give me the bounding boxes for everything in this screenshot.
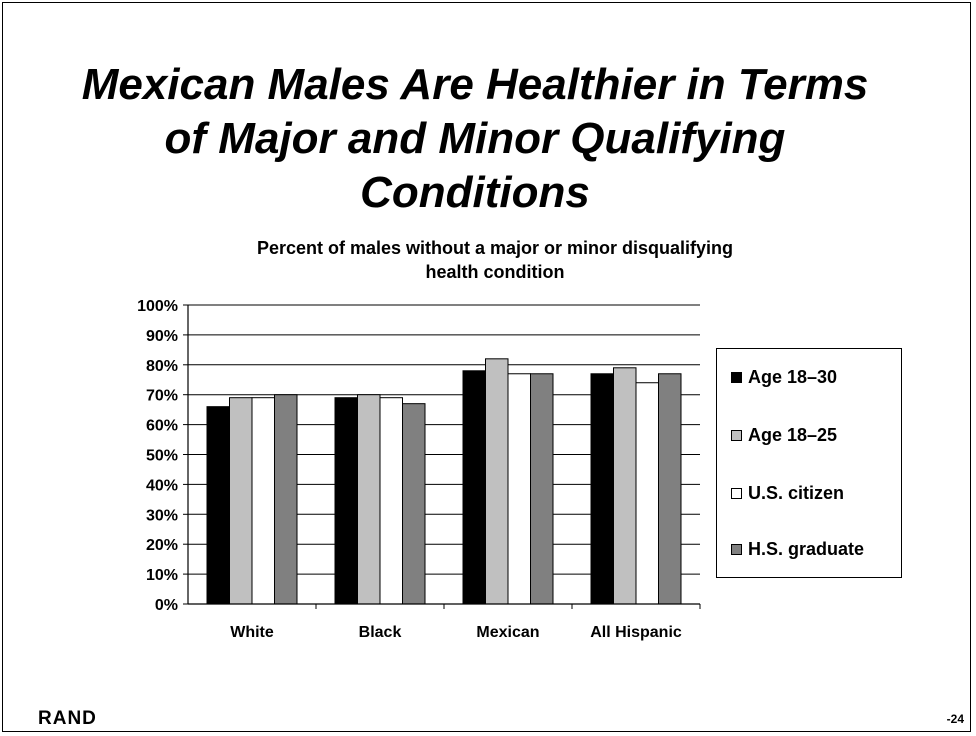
y-tick-label: 80% xyxy=(146,358,178,375)
bar xyxy=(507,373,531,605)
y-tick-label: 0% xyxy=(155,597,178,614)
bar xyxy=(530,373,554,605)
bar xyxy=(251,397,275,605)
bar xyxy=(206,406,230,605)
legend-label: Age 18–30 xyxy=(748,367,838,387)
axes xyxy=(183,304,701,609)
y-tick-label: 60% xyxy=(146,418,178,435)
y-tick-label: 70% xyxy=(146,388,178,405)
legend-swatch xyxy=(731,544,742,555)
legend: Age 18–30 Age 18–25 U.S. citizen H.S. gr… xyxy=(716,348,902,578)
bar xyxy=(485,358,509,605)
bar xyxy=(590,373,614,605)
y-tick-label: 30% xyxy=(146,507,178,524)
y-tick-label: 40% xyxy=(146,477,178,494)
bar xyxy=(402,403,426,605)
bar xyxy=(334,397,358,605)
bar xyxy=(229,397,253,605)
bar xyxy=(635,382,659,605)
legend-swatch xyxy=(731,488,742,499)
bar xyxy=(462,370,486,605)
x-tick-label: White xyxy=(230,624,274,641)
y-tick-label: 20% xyxy=(146,537,178,554)
legend-label: U.S. citizen xyxy=(748,483,845,503)
slide-title: Mexican Males Are Healthier in Terms of … xyxy=(81,60,869,217)
rand-logo: RAND xyxy=(38,708,97,729)
chart-title: Percent of males without a major or mino… xyxy=(256,238,734,282)
x-tick-label: Mexican xyxy=(476,624,539,641)
x-tick-label: Black xyxy=(359,624,402,641)
bars xyxy=(206,358,682,605)
legend-label: H.S. graduate xyxy=(748,539,865,559)
y-tick-labels: 0% 10% 20% 30% 40% 50% 60% 70% 80% 90% 100% xyxy=(137,298,178,614)
y-tick-label: 10% xyxy=(146,567,178,584)
legend-item-age-18-25: Age 18–25 xyxy=(731,425,837,446)
bar xyxy=(357,394,381,605)
y-tick-label: 100% xyxy=(137,298,178,315)
y-tick-label: 90% xyxy=(146,328,178,345)
x-tick-labels: White Black Mexican All Hispanic xyxy=(230,624,682,641)
legend-swatch xyxy=(731,372,742,383)
bar xyxy=(274,394,298,605)
bar xyxy=(658,373,682,605)
legend-item-age-18-30: Age 18–30 xyxy=(731,367,837,388)
legend-label: Age 18–25 xyxy=(748,425,838,445)
bar xyxy=(613,367,637,605)
legend-item-us-citizen: U.S. citizen xyxy=(731,483,844,504)
legend-swatch xyxy=(731,430,742,441)
bar xyxy=(379,397,403,605)
page-number: -24 xyxy=(946,712,964,726)
y-tick-label: 50% xyxy=(146,448,178,465)
legend-item-hs-graduate: H.S. graduate xyxy=(731,539,864,560)
x-tick-label: All Hispanic xyxy=(590,624,682,641)
